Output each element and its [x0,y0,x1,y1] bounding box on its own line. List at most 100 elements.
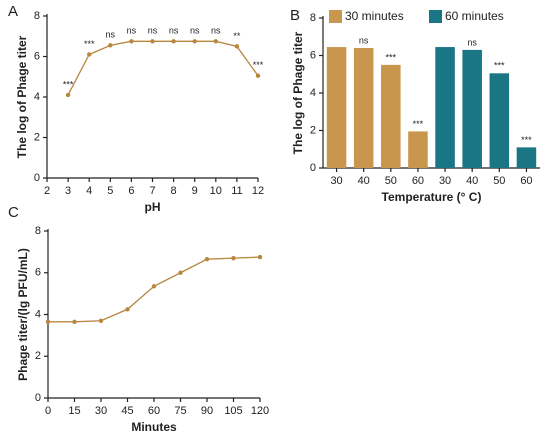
legend-label: 30 minutes [345,9,404,23]
x-tick-label: 15 [68,405,80,417]
annotation: ns [359,35,369,45]
x-tick-label: 40 [358,175,370,187]
annotation: ns [169,26,179,36]
point [98,318,104,323]
x-tick-label: 75 [174,405,186,417]
x-tick-label: 4 [86,185,92,197]
x-tick-label: 2 [44,185,50,197]
y-tick-label: 6 [310,49,316,61]
x-tick-label: 105 [224,405,242,417]
point [151,284,157,289]
legend-swatch [329,10,342,23]
annotation: *** [494,61,505,71]
bar [353,48,374,168]
x-tick-label: 50 [385,175,397,187]
point [204,256,210,262]
x-tick-label: 30 [439,175,451,187]
x-tick-label: 0 [45,405,51,417]
bar [435,47,455,168]
y-tick-label: 4 [34,91,40,103]
annotation: ns [106,30,116,40]
y-tick-label: 4 [310,87,316,99]
annotation: *** [521,135,532,145]
point [231,255,236,261]
x-tick-label: 11 [231,185,242,197]
point [87,52,92,57]
annotation: ** [233,31,241,41]
point [255,73,261,78]
y-tick-label: 0 [34,172,40,184]
panel-label: C [8,204,19,221]
x-tick-label: 12 [252,185,264,197]
x-tick-label: 30 [330,175,342,187]
bar [489,73,510,168]
y-tick-label: 0 [310,162,316,174]
bar [462,49,482,168]
x-axis-label: Minutes [131,420,177,434]
y-tick-label: 0 [35,392,41,404]
point [213,39,218,44]
point [108,43,113,48]
panel-label: B [290,7,300,24]
legend-label: 60 minutes [445,9,504,23]
point [234,44,240,49]
x-tick-label: 6 [128,185,134,197]
y-tick-label: 6 [34,50,40,62]
x-tick-label: 5 [107,185,113,197]
point [178,270,183,275]
x-tick-label: 10 [210,185,222,197]
x-tick-label: 9 [192,185,198,197]
point [150,39,155,44]
x-tick-label: 60 [520,175,532,187]
y-tick-label: 4 [35,308,41,320]
point [171,39,176,44]
y-tick-label: 2 [310,124,316,136]
annotation: *** [63,79,74,89]
x-tick-label: 30 [95,405,107,417]
bar [381,64,401,168]
bar [516,147,537,168]
y-tick-label: 8 [310,12,316,24]
x-tick-label: 60 [412,175,424,187]
y-axis-label: Phage titer/(lg PFU/mL) [16,248,30,381]
x-axis-label: pH [145,200,161,214]
bar [326,47,347,168]
x-tick-label: 7 [149,185,155,197]
x-tick-label: 3 [65,185,71,197]
annotation: ns [190,26,200,36]
point [65,92,71,98]
x-tick-label: 40 [466,175,478,187]
line [48,256,261,323]
point [257,254,263,260]
point [72,319,77,325]
y-tick-label: 8 [34,10,40,22]
legend-swatch [429,10,442,23]
point [129,39,134,44]
y-tick-label: 2 [35,350,41,362]
bar [408,131,428,168]
annotation: *** [386,52,397,62]
line [67,40,259,96]
annotation: ns [467,37,477,47]
point [192,39,197,44]
x-tick-label: 50 [493,175,505,187]
x-tick-label: 120 [251,405,269,417]
x-tick-label: 60 [148,405,160,417]
annotation: ns [127,26,137,36]
annotation: *** [84,39,95,49]
y-tick-label: 8 [35,225,41,237]
x-tick-label: 90 [201,405,213,417]
panel-label: A [8,3,18,20]
annotation: ns [148,26,158,36]
x-tick-label: 45 [121,405,133,417]
y-axis-label: The log of Phage titer [15,35,29,158]
annotation: *** [253,60,264,70]
annotation: ns [211,26,221,36]
point [125,307,130,312]
y-tick-label: 6 [35,267,41,279]
x-tick-label: 8 [171,185,177,197]
x-axis-label: Temperature (° C) [382,190,482,204]
annotation: *** [413,119,424,129]
y-axis-label: The log of Phage titer [291,31,305,154]
